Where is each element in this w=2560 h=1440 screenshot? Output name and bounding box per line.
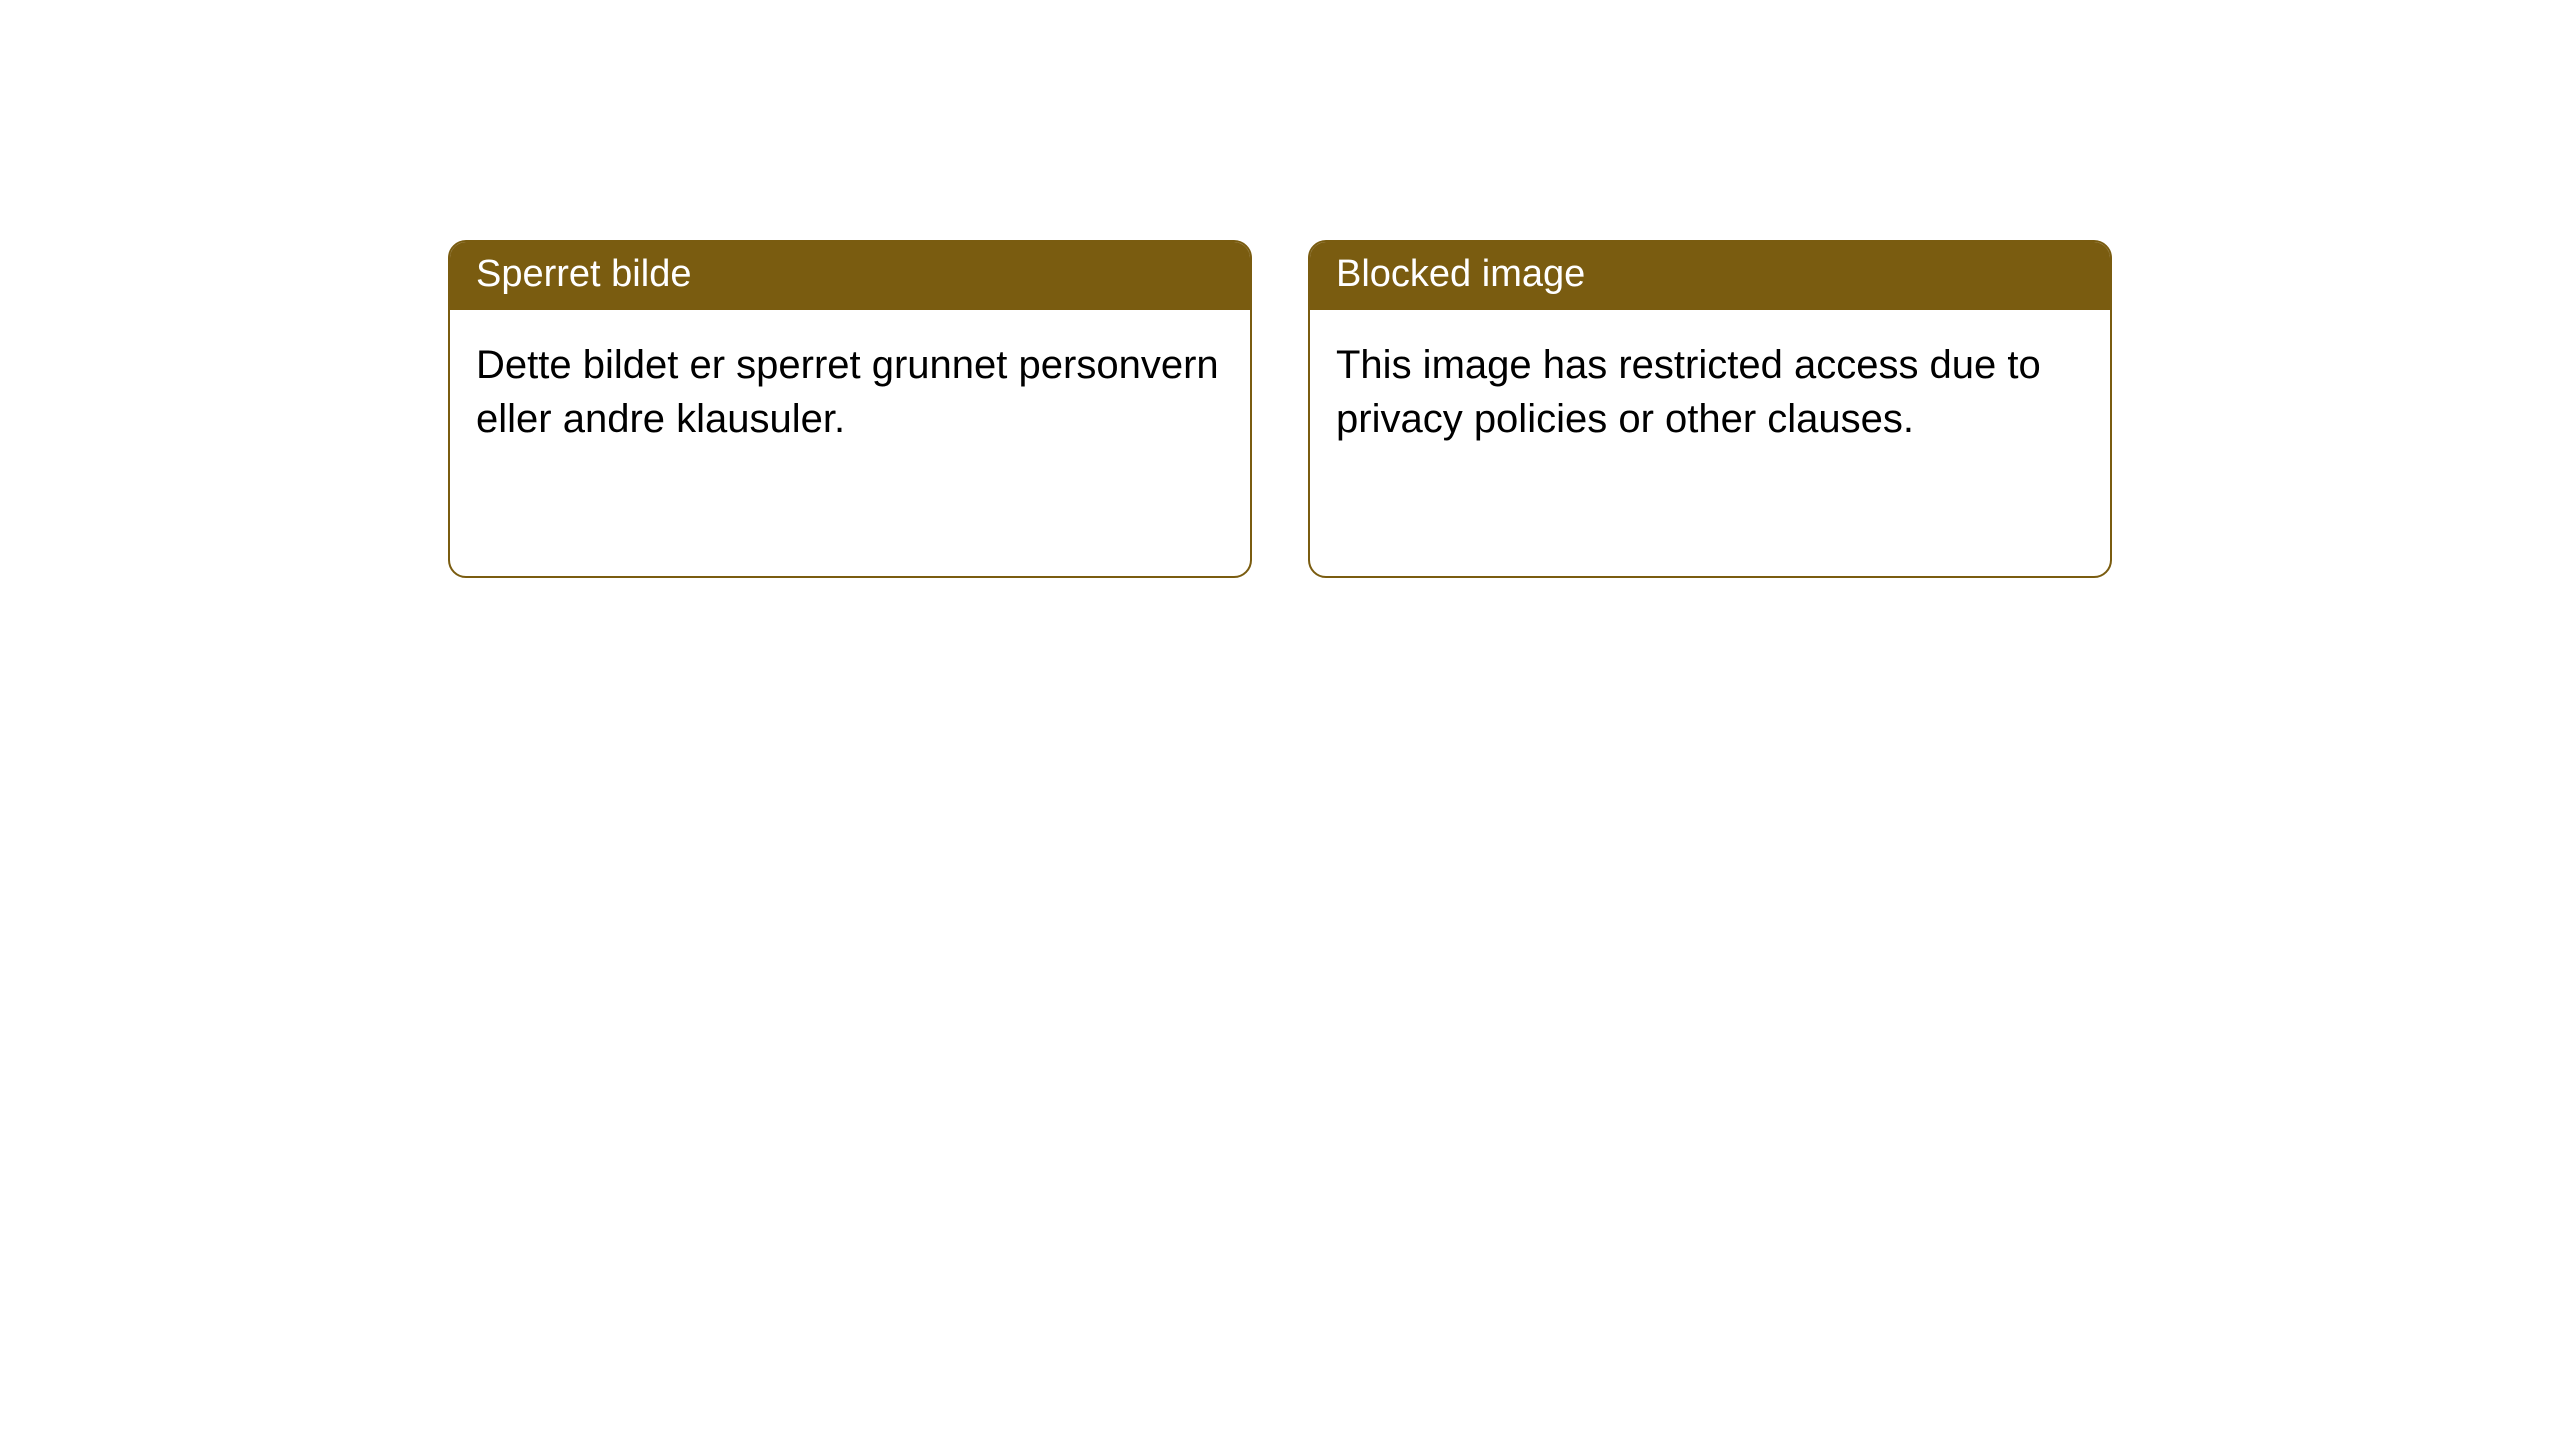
notice-title-norwegian: Sperret bilde: [450, 242, 1250, 310]
notice-card-norwegian: Sperret bilde Dette bildet er sperret gr…: [448, 240, 1252, 578]
notice-title-english: Blocked image: [1310, 242, 2110, 310]
notice-card-english: Blocked image This image has restricted …: [1308, 240, 2112, 578]
notice-container: Sperret bilde Dette bildet er sperret gr…: [448, 240, 2112, 578]
notice-body-english: This image has restricted access due to …: [1310, 310, 2110, 576]
notice-body-norwegian: Dette bildet er sperret grunnet personve…: [450, 310, 1250, 576]
